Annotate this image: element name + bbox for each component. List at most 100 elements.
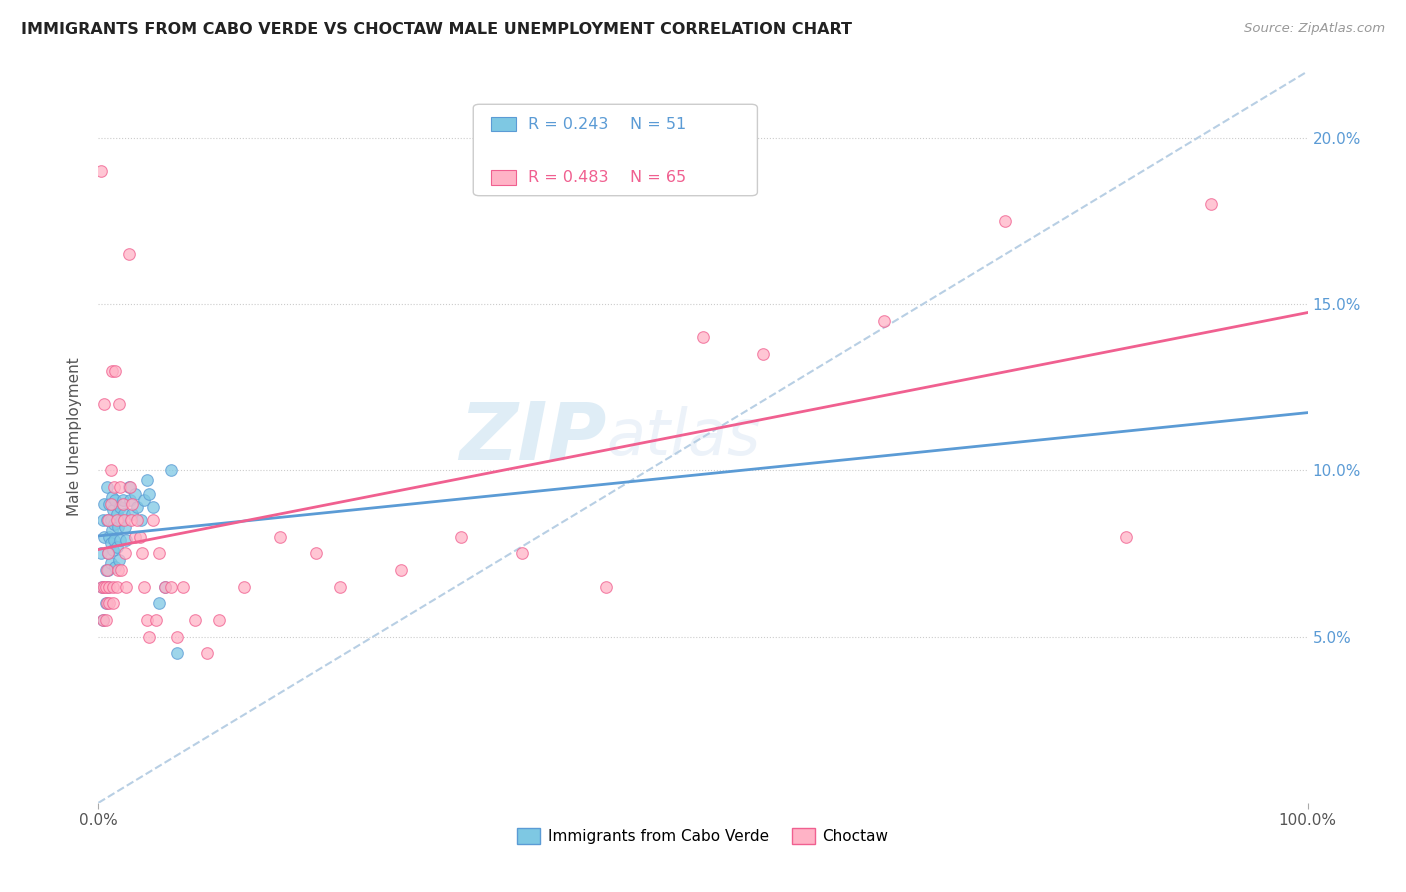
Text: ZIP: ZIP	[458, 398, 606, 476]
Point	[104, 559, 127, 574]
Point	[101, 596, 124, 610]
Point	[91, 613, 114, 627]
Point	[752, 347, 775, 361]
Point	[101, 543, 124, 558]
Point	[91, 580, 114, 594]
Point	[108, 533, 131, 548]
Point	[118, 493, 141, 508]
Point	[111, 497, 134, 511]
Point	[153, 580, 176, 594]
Text: Source: ZipAtlas.com: Source: ZipAtlas.com	[1244, 22, 1385, 36]
Point	[166, 630, 188, 644]
Point	[110, 563, 132, 577]
Point	[111, 493, 134, 508]
Point	[112, 513, 135, 527]
Point	[108, 500, 131, 514]
Point	[90, 546, 112, 560]
Point	[97, 563, 120, 577]
Point	[90, 164, 112, 178]
Point	[128, 530, 150, 544]
Point	[97, 580, 120, 594]
Point	[134, 493, 156, 508]
Text: N = 51: N = 51	[630, 117, 686, 131]
Point	[114, 546, 136, 560]
Point	[121, 497, 143, 511]
Point	[105, 580, 128, 594]
Point	[305, 546, 328, 560]
Point	[115, 580, 138, 594]
Point	[91, 513, 114, 527]
Point	[110, 513, 132, 527]
Point	[107, 520, 129, 534]
Point	[98, 580, 121, 594]
Point	[97, 546, 120, 560]
Point	[104, 493, 127, 508]
Point	[994, 214, 1017, 228]
Point	[148, 596, 170, 610]
Point	[107, 563, 129, 577]
Point	[873, 314, 896, 328]
Point	[124, 530, 146, 544]
Point	[129, 513, 152, 527]
Point	[96, 563, 118, 577]
Point	[101, 580, 124, 594]
Point	[127, 500, 149, 514]
Point	[208, 613, 231, 627]
FancyBboxPatch shape	[474, 104, 758, 195]
Point	[118, 480, 141, 494]
Point	[114, 520, 136, 534]
Point	[172, 580, 194, 594]
Point	[184, 613, 207, 627]
Point	[389, 563, 412, 577]
Point	[100, 536, 122, 550]
Point	[134, 580, 156, 594]
Point	[93, 580, 115, 594]
Point	[269, 530, 291, 544]
Point	[93, 530, 115, 544]
Point	[510, 546, 533, 560]
Text: R = 0.243: R = 0.243	[527, 117, 607, 131]
Text: R = 0.483: R = 0.483	[527, 169, 609, 185]
Point	[138, 630, 160, 644]
Point	[100, 523, 122, 537]
Point	[91, 613, 114, 627]
Point	[100, 463, 122, 477]
Point	[160, 463, 183, 477]
Point	[232, 580, 254, 594]
Point	[96, 480, 118, 494]
Point	[329, 580, 352, 594]
Point	[166, 646, 188, 660]
Point	[148, 546, 170, 560]
Point	[98, 530, 121, 544]
Point	[135, 473, 157, 487]
Point	[104, 363, 127, 377]
Point	[692, 330, 714, 344]
Point	[160, 580, 183, 594]
Point	[94, 580, 117, 594]
Point	[108, 480, 131, 494]
Point	[98, 497, 121, 511]
Point	[97, 513, 120, 527]
Point	[118, 247, 141, 261]
Point	[108, 553, 131, 567]
Point	[93, 497, 115, 511]
Text: atlas: atlas	[606, 406, 761, 468]
Point	[131, 546, 153, 560]
Point	[105, 507, 128, 521]
Point	[94, 596, 117, 610]
Point	[100, 513, 122, 527]
Point	[450, 530, 472, 544]
Point	[101, 503, 124, 517]
Point	[138, 486, 160, 500]
Point	[124, 486, 146, 500]
Point	[94, 563, 117, 577]
Point	[105, 513, 128, 527]
Point	[96, 513, 118, 527]
Point	[118, 480, 141, 494]
Point	[100, 363, 122, 377]
Point	[195, 646, 218, 660]
Point	[135, 613, 157, 627]
Point	[100, 497, 122, 511]
Point	[93, 397, 115, 411]
Text: IMMIGRANTS FROM CABO VERDE VS CHOCTAW MALE UNEMPLOYMENT CORRELATION CHART: IMMIGRANTS FROM CABO VERDE VS CHOCTAW MA…	[21, 22, 852, 37]
